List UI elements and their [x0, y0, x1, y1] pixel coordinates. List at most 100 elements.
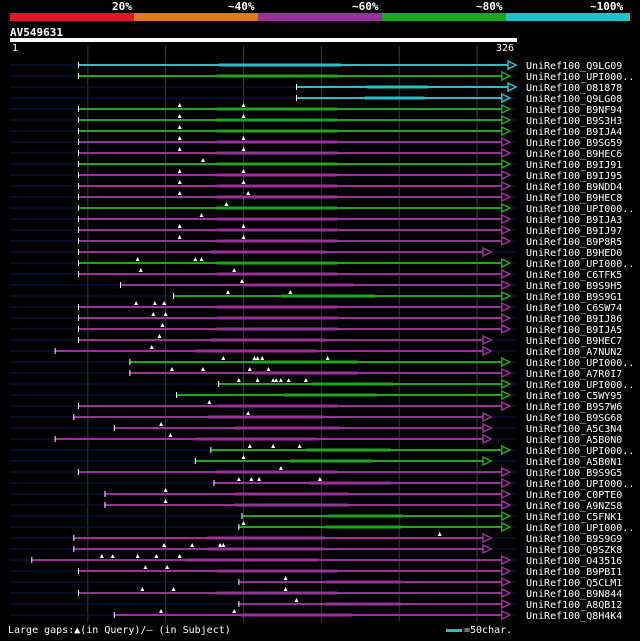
hit-label: UniRef100_B9PBI1 — [526, 567, 622, 578]
gap-marker — [278, 378, 283, 382]
hit-arrow — [501, 202, 512, 214]
hit-arrow — [501, 213, 512, 225]
hit-block — [289, 459, 373, 463]
gap-marker — [162, 543, 167, 547]
hit-label: UniRef100_UPI000.. — [526, 380, 634, 391]
hit-arrow — [501, 378, 512, 390]
gap-marker — [163, 499, 168, 503]
hit-label: UniRef100_Q5CLM1 — [526, 578, 622, 589]
hit-block — [210, 338, 327, 342]
hit-block — [216, 140, 338, 144]
scale-text: =50char. — [464, 625, 513, 636]
hit-block — [216, 261, 338, 265]
hit-block — [240, 613, 352, 617]
gap-marker — [241, 147, 246, 151]
hit-arrow — [501, 125, 512, 137]
hit-label: UniRef100_B9S7W6 — [526, 402, 622, 413]
hit-label: UniRef100_C5WY95 — [526, 391, 622, 402]
hit-arrow — [501, 323, 512, 335]
gap-marker — [278, 466, 283, 470]
hit-label: UniRef100_C6SW74 — [526, 303, 622, 314]
gap-marker — [193, 257, 198, 261]
hit-arrow — [501, 103, 512, 115]
hit-block — [218, 63, 342, 67]
hit-block — [234, 426, 341, 430]
gap-marker — [294, 598, 299, 602]
hit-arrow — [482, 455, 493, 467]
gap-marker — [271, 444, 276, 448]
gap-marker — [437, 532, 442, 536]
gap-marker — [241, 114, 246, 118]
gap-marker — [177, 114, 182, 118]
gap-marker — [236, 378, 241, 382]
hit-block — [216, 129, 338, 133]
hit-arrow — [501, 180, 512, 192]
hit-label: UniRef100_B9HED0 — [526, 248, 622, 259]
identity-legend: 20% ~40% ~60% ~80% ~100% — [0, 0, 640, 24]
hit-label: UniRef100_UPI000.. — [526, 523, 634, 534]
hit-arrow — [482, 246, 493, 258]
hit-arrow — [482, 532, 493, 544]
gap-marker — [135, 257, 140, 261]
gap-marker — [140, 587, 145, 591]
gap-marker — [99, 554, 104, 558]
hit-block — [216, 206, 338, 210]
gap-marker — [224, 202, 229, 206]
hit-block — [216, 404, 338, 408]
hit-block — [366, 85, 429, 89]
gap-marker — [257, 477, 262, 481]
hit-block — [281, 294, 376, 298]
gap-marker — [232, 268, 237, 272]
gap-marker — [303, 378, 308, 382]
gap-marker — [255, 356, 260, 360]
hit-arrow — [501, 499, 512, 511]
legend-label-100: ~100% — [590, 0, 624, 13]
gap-marker — [177, 103, 182, 107]
hit-label: UniRef100_Q9SZK8 — [526, 545, 622, 556]
gap-marker — [201, 367, 206, 371]
gap-marker — [199, 257, 204, 261]
query-title: AV549631 — [10, 26, 63, 39]
gap-marker — [154, 554, 159, 558]
hit-label: UniRef100_B9N844 — [526, 589, 622, 600]
hit-block — [216, 74, 338, 78]
hit-block — [325, 602, 402, 606]
gap-legend: Large gaps:▲(in Query)/– (in Subject) — [8, 625, 231, 636]
gap-marker — [246, 191, 251, 195]
hit-arrow — [501, 290, 512, 302]
gap-marker — [241, 224, 246, 228]
hit-label: UniRef100_B9S3H3 — [526, 116, 622, 127]
gap-marker — [151, 312, 156, 316]
gap-marker — [221, 356, 226, 360]
gap-marker — [247, 367, 252, 371]
hit-label: UniRef100_B9S9H5 — [526, 281, 622, 292]
gap-marker — [177, 191, 182, 195]
gap-marker — [241, 455, 246, 459]
hit-arrow — [501, 169, 512, 181]
gap-marker — [260, 356, 265, 360]
gap-marker — [246, 411, 251, 415]
gap-marker — [241, 235, 246, 239]
hit-block — [216, 316, 338, 320]
legend-label-80: ~80% — [476, 0, 503, 13]
query-start-tick: 1 — [12, 43, 19, 54]
hit-label: UniRef100_B9S9G5 — [526, 468, 622, 479]
gap-marker — [241, 136, 246, 140]
hit-block — [216, 107, 338, 111]
hit-label: UniRef100_UPI000.. — [526, 259, 634, 270]
legend-segment-cyan — [506, 13, 630, 21]
hit-label: UniRef100_B9P8R5 — [526, 237, 622, 248]
gap-marker — [177, 147, 182, 151]
gap-marker — [201, 158, 206, 162]
gap-marker — [177, 554, 182, 558]
gap-marker — [236, 477, 241, 481]
hit-arrow — [501, 147, 512, 159]
gap-marker — [266, 367, 271, 371]
hit-arrow — [501, 466, 512, 478]
hit-arrow — [501, 136, 512, 148]
hit-block — [325, 580, 402, 584]
hit-label: UniRef100_B9S9G9 — [526, 534, 622, 545]
hit-label: UniRef100_Q9LG09 — [526, 61, 622, 72]
gap-marker — [177, 224, 182, 228]
